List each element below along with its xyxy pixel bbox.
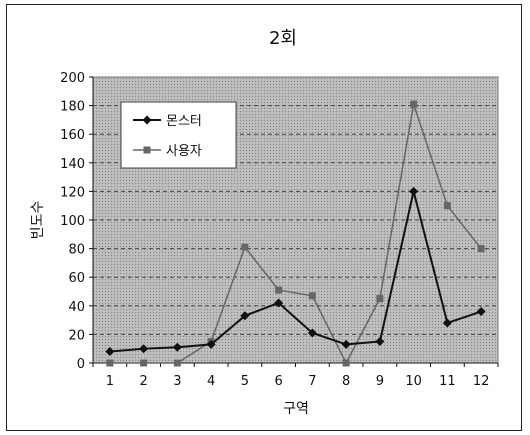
data-point [206,339,216,349]
legend-box [120,101,237,169]
data-point [342,359,350,367]
x-tick-label: 9 [376,374,384,389]
legend-item: 사용자 [133,144,202,159]
y-tick-label: 60 [68,271,85,286]
data-point [376,295,384,303]
data-point [308,292,316,300]
y-tick-label: 200 [60,71,85,86]
legend-marker [143,146,151,154]
data-point [443,202,451,210]
x-tick-label: 3 [173,374,181,389]
x-axis-label: 구역 [283,401,309,417]
series-square [106,100,485,367]
data-point [477,245,485,253]
y-tick-label: 120 [60,185,85,200]
data-point [409,186,419,196]
data-point [140,359,148,367]
gridlines [93,105,498,335]
y-tick-label: 20 [68,328,85,343]
x-tick-label: 8 [342,374,350,389]
data-point [307,328,317,338]
legend-label: 몬스터 [166,114,202,129]
x-tick-label: 1 [106,374,114,389]
y-tick-label: 100 [60,214,85,229]
y-tick-label: 80 [68,243,85,258]
x-tick-label: 6 [274,374,282,389]
y-tick-label: 0 [77,357,85,372]
data-point [274,298,284,308]
data-point [375,337,385,347]
x-tick-label: 11 [439,374,456,389]
y-axis-ticks: 0 20 40 60 80 100 120 140 160 180 200 [60,71,93,372]
x-axis-ticks: 1 2 3 4 5 6 7 8 9 10 11 12 [92,363,499,389]
data-point [476,307,486,317]
data-point [341,339,351,349]
data-point [139,344,149,354]
x-tick-label: 12 [473,374,490,389]
legend-label: 사용자 [166,144,202,159]
x-tick-label: 7 [308,374,316,389]
data-point [241,243,249,251]
data-point [105,347,115,357]
x-tick-label: 2 [139,374,147,389]
legend-item: 몬스터 [133,114,202,129]
data-point [173,359,181,367]
x-tick-label: 10 [405,374,422,389]
y-tick-label: 40 [68,300,85,315]
data-point [106,359,114,367]
series-layer [105,100,486,367]
data-point [172,342,182,352]
legend-marker [142,115,152,125]
x-tick-label: 4 [207,374,215,389]
data-point [442,318,452,328]
series-diamond [105,186,486,357]
data-point [410,100,418,108]
series-line [109,103,482,365]
y-tick-label: 140 [60,157,85,172]
series-line [109,191,482,353]
data-point [275,286,283,294]
y-tick-label: 160 [60,128,85,143]
x-tick-label: 5 [241,374,249,389]
data-point [240,311,250,321]
y-tick-label: 180 [60,100,85,115]
chart-title: 2회 [269,28,297,49]
y-axis-label: 빈도수 [30,201,46,240]
